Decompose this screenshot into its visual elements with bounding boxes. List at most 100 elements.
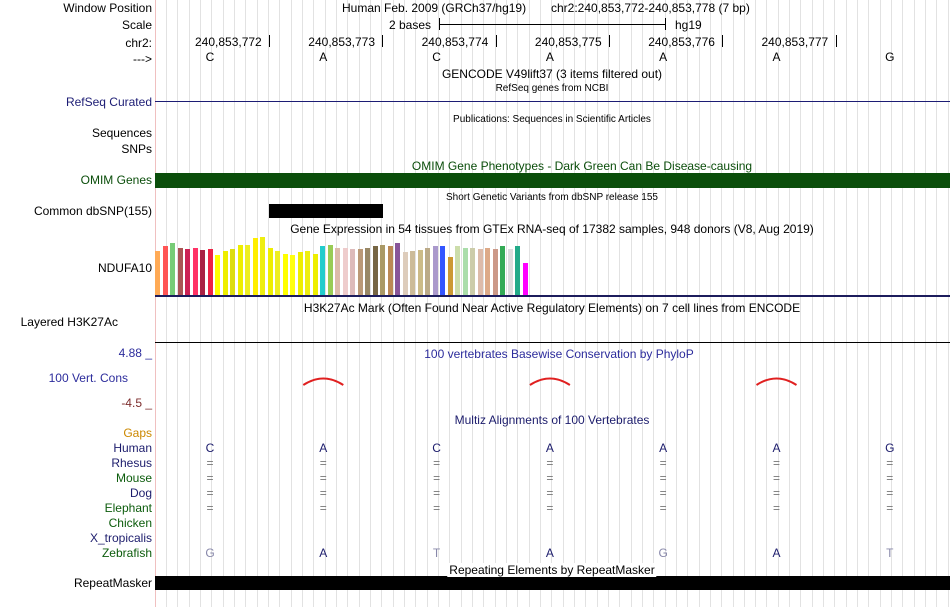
gtex-tissue-bar[interactable] [440,246,445,295]
gtex-tissue-bar[interactable] [500,246,505,295]
gtex-tissue-bar[interactable] [252,238,258,295]
gtex-tissue-bar[interactable] [267,248,273,295]
alignment-base: = [319,456,327,470]
gtex-tissue-bar[interactable] [425,248,430,295]
gtex-gene-label[interactable]: NDUFA10 [97,261,152,275]
publications-track-label[interactable]: Sequences [91,126,152,140]
gtex-tissue-bar[interactable] [507,249,513,295]
reference-base: C [205,50,215,64]
gtex-tissue-bar[interactable] [170,243,175,295]
gtex-tissue-bar[interactable] [192,248,198,295]
repeatmasker-track-label[interactable]: RepeatMasker [73,576,152,590]
scale-db-text: hg19 [675,18,702,32]
grid-line [902,0,903,607]
gtex-tissue-bar[interactable] [350,249,355,295]
gtex-tissue-bar[interactable] [342,248,348,295]
species-label[interactable]: X_tropicalis [89,531,152,545]
gtex-tissue-bar[interactable] [492,249,498,295]
h3k27ac-track-label[interactable]: Layered H3K27Ac [20,315,118,329]
gtex-tissue-bar[interactable] [155,251,160,295]
grid-line [415,0,416,607]
grid-line [846,0,847,607]
repeatmasker-feature[interactable] [155,576,950,590]
gtex-tissue-bar[interactable] [275,251,280,295]
species-label[interactable]: Chicken [108,516,152,530]
alignment-base: = [886,486,894,500]
gtex-tissue-bar[interactable] [290,255,295,295]
gtex-tissue-bar[interactable] [335,248,340,295]
alignment-base: A [319,441,328,455]
gtex-tissue-bar[interactable] [282,254,288,295]
gtex-tissue-bar[interactable] [402,252,408,295]
conservation-wiggle[interactable] [155,370,950,390]
grid-line [857,0,858,607]
gtex-tissue-bar[interactable] [230,249,235,295]
gtex-tissue-bar[interactable] [297,252,303,295]
grid-line [925,0,926,607]
species-label[interactable]: Elephant [104,501,152,515]
grid-line [506,0,507,607]
grid-line [189,0,190,607]
multiz-track-title: Multiz Alignments of 100 Vertebrates [454,413,650,427]
species-label[interactable]: Rhesus [111,456,152,470]
gtex-tissue-bar[interactable] [455,246,460,295]
reference-base: C [432,50,441,64]
grid-line [279,0,280,607]
grid-line [948,0,949,607]
conservation-track-title: 100 vertebrates Basewise Conservation by… [424,347,694,361]
gtex-tissue-bar[interactable] [462,248,468,295]
gtex-tissue-bar[interactable] [357,249,363,295]
reference-base: A [772,50,781,64]
gtex-tissue-bar[interactable] [207,249,213,295]
dbsnp-track-label[interactable]: Common dbSNP(155) [33,204,152,218]
gtex-tissue-bar[interactable] [522,263,528,295]
gtex-tissue-bar[interactable] [327,245,333,295]
dbsnp-variant-feature[interactable] [269,204,383,218]
gtex-tissue-bar[interactable] [200,250,205,295]
gtex-tissue-bar[interactable] [380,245,385,295]
gtex-tissue-bar[interactable] [162,246,168,295]
species-label[interactable]: Mouse [115,471,152,485]
gtex-tissue-bar[interactable] [372,246,378,295]
grid-line [733,0,734,607]
alignment-base: A [545,441,554,455]
alignment-base: = [319,501,327,515]
snps-track-label[interactable]: SNPs [121,142,152,156]
gtex-tissue-bar[interactable] [312,254,318,295]
track-display-area[interactable]: Human Feb. 2009 (GRCh37/hg19) chr2:240,8… [155,0,950,607]
gtex-tissue-bar[interactable] [410,251,415,295]
gtex-tissue-bar[interactable] [185,249,190,295]
species-label[interactable]: Human [113,441,152,455]
species-label[interactable]: Zebrafish [101,546,152,560]
gtex-tissue-bar[interactable] [485,248,490,295]
gtex-tissue-bar[interactable] [447,257,453,295]
gtex-tissue-bar[interactable] [432,246,438,295]
grid-line [404,0,405,607]
gtex-expression-bars[interactable] [155,236,555,295]
grid-line [563,0,564,607]
gtex-tissue-bar[interactable] [237,245,243,295]
gtex-tissue-bar[interactable] [515,246,520,295]
alignment-base: = [546,501,554,515]
omim-gene-feature[interactable] [155,173,950,188]
gtex-tissue-bar[interactable] [260,237,265,295]
species-label[interactable]: Dog [129,486,152,500]
refseq-track-label[interactable]: RefSeq Curated [65,95,152,109]
gtex-tissue-bar[interactable] [320,246,325,295]
grid-line [891,0,892,607]
gtex-track-title: Gene Expression in 54 tissues from GTEx … [290,222,814,236]
gtex-tissue-bar[interactable] [215,255,220,295]
omim-track-label[interactable]: OMIM Genes [80,173,152,187]
gtex-tissue-bar[interactable] [245,245,250,295]
conservation-track-label[interactable]: 100 Vert. Cons [48,371,128,385]
gtex-tissue-bar[interactable] [417,250,423,295]
gtex-tissue-bar[interactable] [470,248,475,295]
gtex-tissue-bar[interactable] [395,243,400,295]
gtex-tissue-bar[interactable] [305,251,310,295]
conservation-max-label: 4.88 _ [118,346,152,360]
gtex-tissue-bar[interactable] [222,251,228,295]
gtex-tissue-bar[interactable] [177,248,183,295]
gtex-tissue-bar[interactable] [387,246,393,295]
gtex-tissue-bar[interactable] [477,249,483,295]
gtex-tissue-bar[interactable] [365,248,370,295]
